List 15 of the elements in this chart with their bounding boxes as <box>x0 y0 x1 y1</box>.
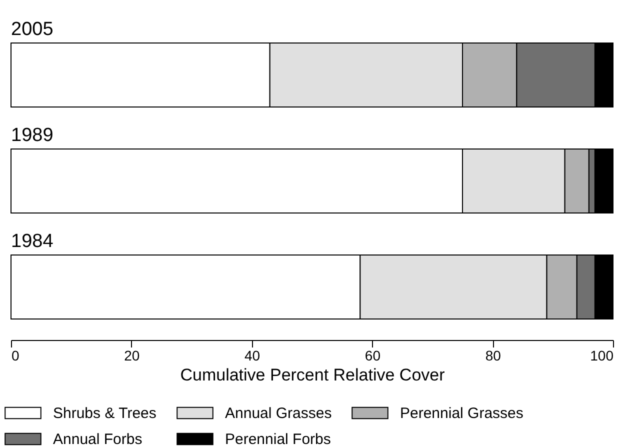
legend-label: Perennial Grasses <box>400 405 524 422</box>
x-tick-label: 0 <box>12 348 20 364</box>
x-tick-label: 40 <box>244 348 260 364</box>
legend-label: Shrubs & Trees <box>53 405 156 422</box>
legend-label: Annual Forbs <box>53 431 142 447</box>
x-tick-label: 80 <box>485 348 502 364</box>
x-tick-label: 100 <box>590 348 614 364</box>
y-tick-label: 1989 <box>11 125 54 146</box>
legend-label: Perennial Forbs <box>225 431 331 447</box>
x-axis-title: Cumulative Percent Relative Cover <box>180 366 446 384</box>
x-tick-label: 60 <box>364 348 381 364</box>
x-tick-label: 20 <box>124 348 140 364</box>
y-tick-label: 2005 <box>11 19 54 40</box>
legend-label: Annual Grasses <box>225 405 332 422</box>
y-tick-label: 1984 <box>11 231 54 252</box>
